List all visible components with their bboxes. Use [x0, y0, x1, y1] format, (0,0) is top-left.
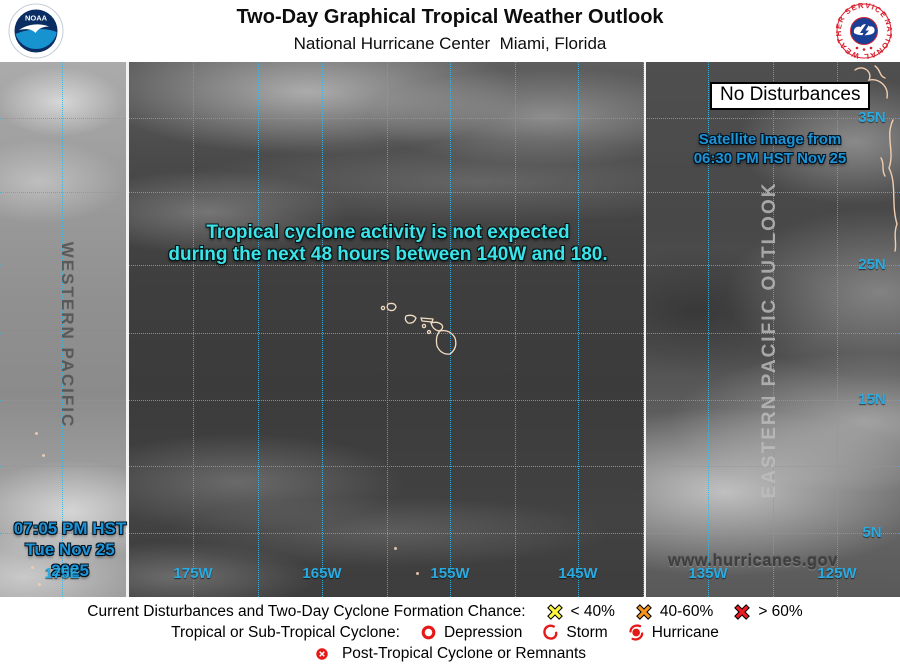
lat-label-25n: 25N — [858, 256, 886, 273]
panel-divider-east — [644, 62, 646, 597]
legend-hurricane-label: Hurricane — [651, 623, 719, 641]
x-high-chance-icon — [734, 603, 751, 620]
gridline-130w — [773, 62, 774, 597]
legend-item-low-chance: < 40% — [546, 603, 615, 621]
hurricanes-gov-watermark: www.hurricanes.gov — [668, 552, 838, 570]
timestamp-line1: 07:05 PM HST — [13, 519, 127, 538]
lat-label-35n: 35N — [858, 109, 886, 126]
legend-high-chance-label: > 60% — [758, 602, 803, 620]
lat-label-15n: 15N — [858, 391, 886, 408]
western-pacific-panel — [0, 62, 128, 597]
legend-item-storm: Storm — [542, 623, 608, 642]
panel-divider-west — [126, 62, 129, 597]
page-subtitle: National Hurricane Center Miami, Florida — [293, 34, 607, 53]
gridline-170w — [258, 62, 259, 597]
legend-row-post-tropical: Post-Tropical Cyclone or Remnants — [0, 643, 900, 664]
noaa-logo-text: NOAA — [25, 14, 48, 23]
header: NOAA Two-Day Graphical Tropical Weather … — [0, 0, 900, 62]
region-label-western-pacific: WESTERN PACIFIC — [58, 241, 77, 429]
tropical-storm-icon — [543, 624, 558, 640]
gridline-175e — [62, 62, 63, 597]
island-dot — [42, 454, 45, 457]
gridline-145w — [578, 62, 579, 597]
lon-label-155w: 155W — [430, 565, 470, 582]
legend-medium-chance-label: 40-60% — [659, 602, 714, 620]
legend-row3-label: Post-Tropical Cyclone or Remnants — [341, 644, 587, 662]
lon-label-135w: 135W — [688, 565, 728, 582]
legend-low-chance-label: < 40% — [570, 602, 615, 620]
gridline-135w — [708, 62, 709, 597]
lat-label-5n: 5N — [862, 524, 882, 541]
gridline-155w — [450, 62, 451, 597]
x-low-chance-icon — [546, 603, 563, 620]
island-dot — [38, 583, 41, 586]
island-dot — [31, 566, 34, 569]
hurricane-icon — [629, 624, 644, 641]
lon-label-165w: 165W — [302, 565, 342, 582]
gridline-150w — [515, 62, 516, 597]
no-disturbances-banner: No Disturbances — [710, 82, 871, 110]
lon-label-145w: 145W — [558, 565, 598, 582]
gridline-125w — [837, 62, 838, 597]
legend: Current Disturbances and Two-Day Cyclone… — [0, 597, 900, 665]
gridline-160w — [387, 62, 388, 597]
legend-item-high-chance: > 60% — [733, 602, 803, 621]
noaa-bird-icon — [19, 24, 49, 33]
x-medium-chance-icon — [636, 603, 652, 620]
legend-row2-label: Tropical or Sub-Tropical Cyclone: — [171, 623, 400, 641]
central-pacific-panel — [128, 62, 645, 597]
legend-item-depression: Depression — [420, 624, 522, 642]
eastern-pacific-panel — [645, 62, 900, 597]
post-tropical-icon — [316, 647, 328, 660]
depression-icon — [421, 625, 436, 640]
timestamp-line2: Tue Nov 25 2025 — [25, 540, 115, 580]
legend-storm-label: Storm — [566, 623, 608, 641]
legend-item-medium-chance: 40-60% — [635, 603, 713, 621]
satellite-caption-line2: 06:30 PM HST Nov 25 — [693, 150, 847, 167]
legend-depression-label: Depression — [443, 623, 523, 641]
legend-row1-label: Current Disturbances and Two-Day Cyclone… — [87, 602, 526, 620]
nws-lightning-icon — [859, 24, 870, 42]
legend-item-hurricane: Hurricane — [628, 624, 719, 642]
region-label-eastern-pacific-outlook: EASTERN PACIFIC OUTLOOK — [759, 181, 780, 499]
lon-label-175e: 175E — [44, 565, 80, 582]
gridline-175w — [193, 62, 194, 597]
legend-row-cyclone-types: Tropical or Sub-Tropical Cyclone: Depres… — [0, 622, 900, 643]
gridline-140w — [643, 62, 644, 597]
nws-logo: NATIONAL WEATHER SERVICE — [836, 3, 892, 59]
satellite-caption-line1: Satellite Image from — [698, 131, 842, 148]
island-dot — [416, 572, 419, 575]
outlook-message-line1: Tropical cyclone activity is not expecte… — [206, 222, 570, 243]
outlook-message-line2: during the next 48 hours between 140W an… — [168, 244, 608, 265]
lon-label-175w: 175W — [173, 565, 213, 582]
legend-row-formation-chance: Current Disturbances and Two-Day Cyclone… — [0, 601, 900, 622]
gridline-165w — [322, 62, 323, 597]
island-dot — [394, 547, 397, 550]
lon-label-125w: 125W — [817, 565, 857, 582]
page-title: Two-Day Graphical Tropical Weather Outlo… — [236, 6, 664, 28]
satellite-caption: Satellite Image from 06:30 PM HST Nov 25 — [655, 130, 885, 168]
issuance-timestamp: 07:05 PM HST Tue Nov 25 2025 — [6, 518, 134, 581]
outlook-message: Tropical cyclone activity is not expecte… — [138, 222, 638, 266]
noaa-logo: NOAA — [8, 3, 64, 59]
island-dot — [35, 432, 38, 435]
satellite-map: No Disturbances Satellite Image from 06:… — [0, 62, 900, 597]
